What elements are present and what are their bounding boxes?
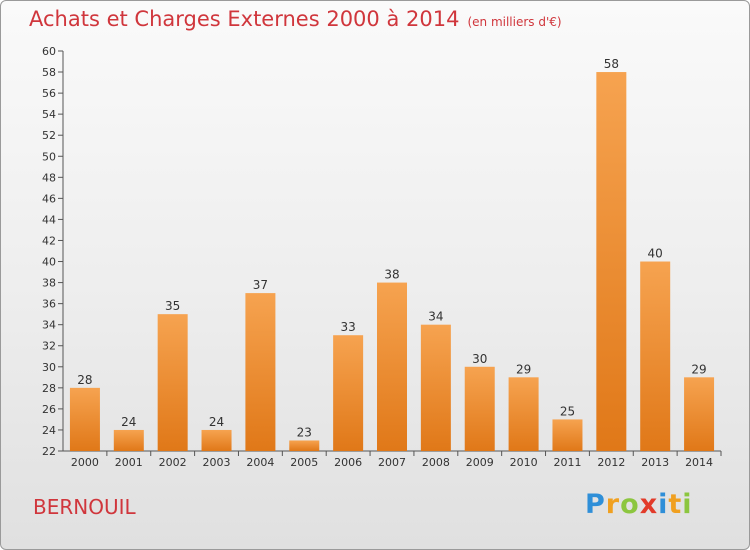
proxiti-logo: Proxiti bbox=[585, 489, 693, 520]
chart-title: Achats et Charges Externes 2000 à 2014 bbox=[29, 7, 460, 31]
y-tick-label: 46 bbox=[42, 192, 56, 205]
y-tick-label: 48 bbox=[42, 171, 56, 184]
chart-title-block: Achats et Charges Externes 2000 à 2014 (e… bbox=[29, 7, 562, 31]
bar-value-label: 40 bbox=[648, 247, 663, 261]
chart-axes: 22 24 26 28 30 32 34 36 38 40 42 44 46 48 50 52 54 56 58 60 bbox=[42, 45, 722, 458]
x-tick-label: 2014 bbox=[685, 456, 713, 469]
bar bbox=[157, 314, 188, 451]
bar bbox=[508, 377, 539, 451]
bar bbox=[69, 387, 100, 451]
x-tick-label: 2001 bbox=[115, 456, 143, 469]
x-tick-label: 2002 bbox=[159, 456, 187, 469]
bar bbox=[640, 261, 671, 451]
logo-letter: t bbox=[668, 489, 683, 520]
bar bbox=[333, 335, 364, 451]
x-tick-label: 2010 bbox=[510, 456, 538, 469]
y-tick-label: 26 bbox=[42, 403, 56, 416]
bar-value-label: 58 bbox=[604, 57, 619, 71]
logo-letter: r bbox=[605, 489, 621, 520]
bar-value-label: 24 bbox=[209, 415, 224, 429]
bar-value-label: 29 bbox=[516, 362, 531, 376]
y-tick-label: 30 bbox=[42, 361, 56, 374]
bar-value-label: 37 bbox=[253, 278, 268, 292]
y-tick-label: 44 bbox=[42, 213, 56, 226]
y-tick-label: 36 bbox=[42, 298, 56, 311]
logo-letter: o bbox=[620, 489, 640, 520]
y-tick-label: 32 bbox=[42, 340, 56, 353]
x-tick-label: 2011 bbox=[553, 456, 581, 469]
bar-value-label: 30 bbox=[472, 352, 487, 366]
x-tick-label: 2013 bbox=[641, 456, 669, 469]
bar bbox=[201, 429, 232, 451]
commune-name: BERNOUIL bbox=[33, 495, 136, 519]
bar bbox=[552, 419, 583, 451]
bar bbox=[245, 293, 276, 451]
bar bbox=[684, 377, 715, 451]
y-tick-label: 28 bbox=[42, 382, 56, 395]
x-tick-label: 2003 bbox=[203, 456, 231, 469]
bar bbox=[289, 440, 320, 451]
bar bbox=[420, 324, 451, 451]
x-tick-label: 2005 bbox=[290, 456, 318, 469]
y-tick-label: 24 bbox=[42, 424, 56, 437]
bar-value-label: 35 bbox=[165, 299, 180, 313]
logo-letter: x bbox=[639, 489, 659, 520]
bar-value-label: 25 bbox=[560, 404, 575, 418]
bar-value-label: 33 bbox=[340, 320, 355, 334]
x-tick-label: 2012 bbox=[597, 456, 625, 469]
x-tick-label: 2007 bbox=[378, 456, 406, 469]
y-tick-label: 34 bbox=[42, 319, 56, 332]
bar bbox=[596, 72, 627, 451]
x-tick-label: 2004 bbox=[246, 456, 274, 469]
bar-value-label: 29 bbox=[691, 362, 706, 376]
x-tick-label: 2000 bbox=[71, 456, 99, 469]
y-tick-label: 56 bbox=[42, 87, 56, 100]
bar bbox=[113, 429, 144, 451]
y-tick-label: 22 bbox=[42, 445, 56, 458]
y-tick-label: 40 bbox=[42, 256, 56, 269]
bar-value-label: 34 bbox=[428, 310, 443, 324]
logo-letter: P bbox=[585, 489, 606, 520]
y-tick-label: 52 bbox=[42, 129, 56, 142]
bar-value-label: 38 bbox=[384, 268, 399, 282]
bar-value-label: 28 bbox=[77, 373, 92, 387]
chart-bars bbox=[69, 72, 715, 451]
y-tick-label: 42 bbox=[42, 234, 56, 247]
chart-labels: 2000 28 2001 24 2002 35 2003 24 2004 37 2005 23 2006… bbox=[71, 57, 713, 469]
y-tick-label: 38 bbox=[42, 277, 56, 290]
chart-subtitle: (en milliers d'€) bbox=[467, 15, 562, 29]
x-tick-label: 2009 bbox=[466, 456, 494, 469]
y-tick-label: 58 bbox=[42, 66, 56, 79]
bar-value-label: 24 bbox=[121, 415, 136, 429]
bar-value-label: 23 bbox=[297, 425, 312, 439]
y-tick-label: 60 bbox=[42, 45, 56, 58]
x-tick-label: 2008 bbox=[422, 456, 450, 469]
bar bbox=[377, 282, 407, 451]
x-tick-label: 2006 bbox=[334, 456, 362, 469]
y-tick-label: 50 bbox=[42, 150, 56, 163]
bar bbox=[464, 366, 495, 451]
logo-letter: i bbox=[658, 489, 669, 520]
logo-letter: i bbox=[682, 489, 693, 520]
y-tick-label: 54 bbox=[42, 108, 56, 121]
